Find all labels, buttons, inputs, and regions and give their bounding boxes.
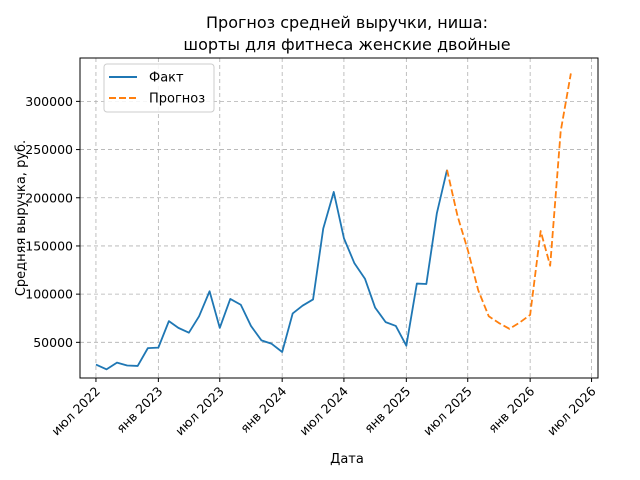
x-tick-label: июл 2026 — [544, 383, 599, 438]
x-tick-label: янв 2023 — [113, 384, 165, 436]
x-tick-label: июл 2025 — [420, 384, 475, 439]
y-axis-label: Средняя выручка, руб. — [14, 140, 29, 296]
grid — [80, 58, 598, 378]
legend: Факт Прогноз — [103, 63, 215, 113]
x-tick-label: янв 2026 — [485, 383, 537, 435]
legend-entry-fact: Факт — [149, 71, 184, 86]
x-tick-label: июл 2023 — [172, 384, 227, 439]
y-tick-label: 200000 — [25, 190, 73, 205]
plot-frame — [79, 57, 599, 379]
series-line-fact — [95, 169, 448, 371]
y-tick-label: 50000 — [33, 335, 73, 350]
y-tick-label: 150000 — [25, 238, 73, 253]
chart-title-line2: шорты для фитнеса женские двойные — [183, 35, 510, 54]
x-tick-label: июл 2024 — [296, 383, 351, 438]
y-tick-label: 100000 — [25, 287, 73, 302]
axes: июл 2022 янв 2023 июл 2023 янв 2024 июл 2024… — [25, 57, 599, 439]
chart-title-line1: Прогноз средней выручки, ниша: — [206, 13, 488, 32]
y-tick-label: 300000 — [25, 94, 73, 109]
legend-entry-forecast: Прогноз — [149, 92, 205, 107]
x-tick-label: янв 2025 — [361, 384, 413, 436]
series-layer — [95, 73, 572, 371]
x-axis-label: Дата — [330, 452, 364, 467]
series-line-forecast — [446, 73, 572, 330]
x-tick-label: янв 2024 — [237, 383, 289, 435]
y-tick-label: 250000 — [25, 142, 73, 157]
x-tick-label: июл 2022 — [48, 384, 103, 439]
